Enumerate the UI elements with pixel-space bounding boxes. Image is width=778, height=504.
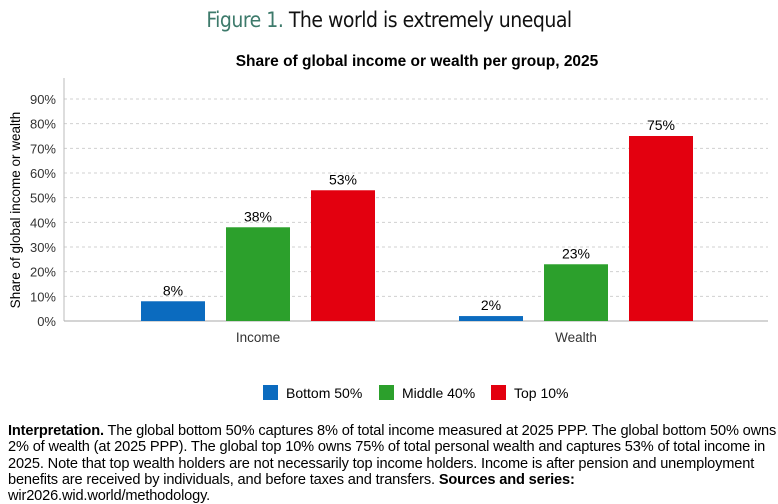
interpretation-note: Interpretation. The global bottom 50% ca… bbox=[8, 423, 778, 504]
bar-bottom-50- bbox=[459, 316, 523, 321]
data-label: 53% bbox=[329, 171, 357, 187]
legend-swatch bbox=[263, 385, 278, 400]
x-tick-label: Wealth bbox=[555, 330, 597, 345]
data-label: 23% bbox=[562, 245, 590, 261]
bar-top-10- bbox=[629, 136, 693, 321]
legend-label: Bottom 50% bbox=[286, 385, 362, 401]
data-label: 2% bbox=[481, 297, 501, 313]
y-tick-label: 10% bbox=[30, 289, 56, 304]
y-tick-label: 70% bbox=[30, 141, 56, 156]
y-axis-label: Share of global income or wealth bbox=[8, 112, 23, 309]
bar-top-10- bbox=[311, 190, 375, 321]
data-label: 75% bbox=[647, 117, 675, 133]
sources-value: wir2026.wid.world/methodology. bbox=[8, 488, 211, 504]
y-tick-label: 0% bbox=[37, 314, 56, 329]
data-label: 38% bbox=[244, 208, 272, 224]
legend-label: Middle 40% bbox=[402, 385, 475, 401]
y-tick-label: 90% bbox=[30, 92, 56, 107]
bar-middle-40- bbox=[544, 264, 608, 321]
bar-middle-40- bbox=[226, 227, 290, 321]
chart-title: Share of global income or wealth per gro… bbox=[236, 53, 599, 70]
note-lead: Interpretation. bbox=[8, 423, 104, 439]
bar-bottom-50- bbox=[141, 301, 205, 321]
figure-title: Figure 1. The world is extremely unequal bbox=[0, 8, 778, 32]
y-tick-label: 20% bbox=[30, 265, 56, 280]
y-tick-label: 30% bbox=[30, 240, 56, 255]
y-tick-label: 80% bbox=[30, 117, 56, 132]
data-label: 8% bbox=[163, 282, 183, 298]
y-tick-label: 60% bbox=[30, 166, 56, 181]
y-tick-label: 50% bbox=[30, 191, 56, 206]
sources-label: Sources and series: bbox=[438, 471, 575, 488]
figure-title-text: The world is extremely unequal bbox=[288, 8, 572, 32]
figure-number: Figure 1. bbox=[206, 8, 284, 32]
legend-swatch bbox=[379, 385, 394, 400]
note-body: The global bottom 50% captures 8% of tot… bbox=[8, 423, 777, 488]
x-tick-label: Income bbox=[236, 330, 280, 345]
y-tick-label: 40% bbox=[30, 215, 56, 230]
bar-chart: Share of global income or wealth per gro… bbox=[8, 53, 768, 401]
legend-label: Top 10% bbox=[514, 385, 568, 401]
legend-swatch bbox=[491, 385, 506, 400]
